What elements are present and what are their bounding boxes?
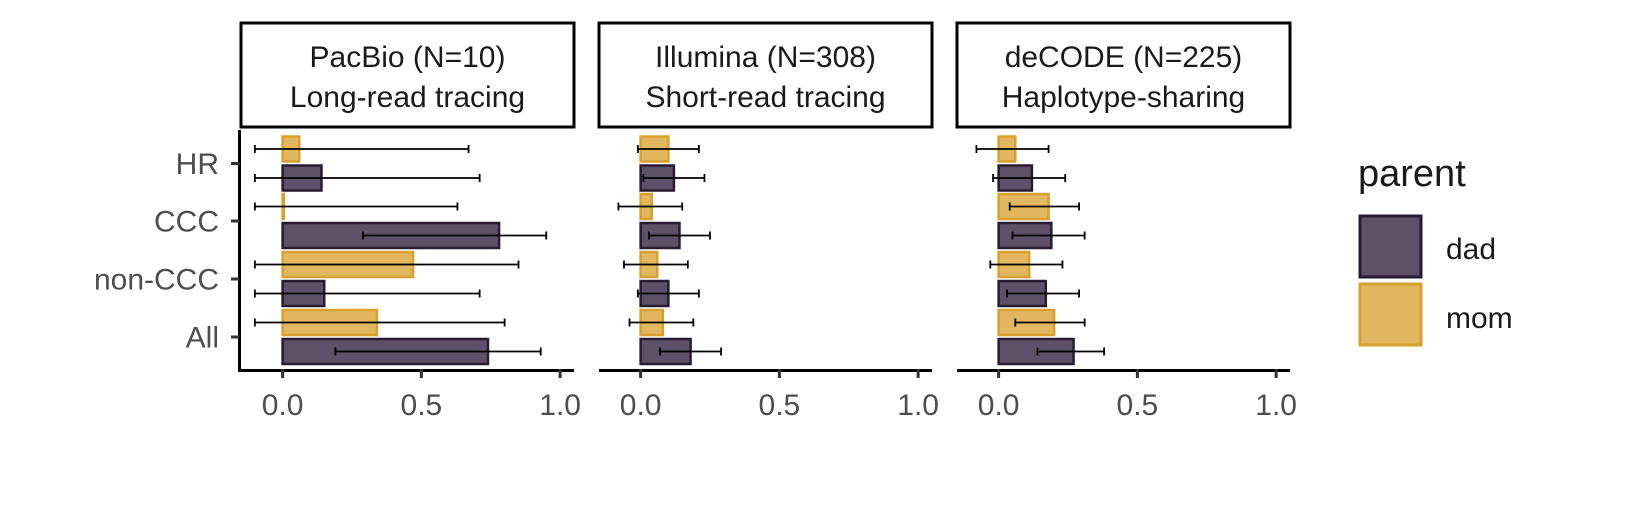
x-tick-label: 1.0 <box>539 389 581 422</box>
error-bar-mom-ccc <box>617 202 684 211</box>
error-bar-mom-hr <box>636 145 700 153</box>
x-tick-label: 0.0 <box>620 389 662 422</box>
error-bar-dad-ccc <box>362 231 548 240</box>
x-tick-label: 0.5 <box>759 389 801 422</box>
error-bar-dad-all <box>334 347 542 356</box>
error-bar-dad-all <box>1036 347 1105 356</box>
error-bar-dad-non-ccc <box>253 289 481 298</box>
x-tick-label: 0.5 <box>1117 389 1159 422</box>
x-tick-label: 0.0 <box>978 389 1020 422</box>
panel-title-line1: deCODE (N=225) <box>1005 41 1243 74</box>
panel-3: deCODE (N=225) Haplotype-sharing 0.0 0.5 1.0 <box>955 21 1297 422</box>
panel-strip <box>239 21 576 129</box>
y-tick-label: non-CCC <box>94 264 219 297</box>
x-tick-label: 0.0 <box>262 389 304 422</box>
error-bar-dad-all <box>659 347 722 356</box>
legend-label-dad: dad <box>1446 233 1496 266</box>
panel-title-line2: Long-read tracing <box>290 81 525 114</box>
y-tick-label: All <box>186 322 219 355</box>
error-bar-mom-non-ccc <box>989 260 1064 269</box>
legend: parent dad mom <box>1358 153 1513 347</box>
error-bar-mom-all <box>1014 318 1086 327</box>
legend-key-mom <box>1358 282 1423 347</box>
error-bar-mom-all <box>253 318 506 327</box>
error-bar-dad-ccc <box>1011 231 1086 240</box>
error-bar-dad-hr <box>253 174 481 182</box>
panel-1: PacBio (N=10) Long-read tracing 0.0 0.5 1.0 H… <box>94 21 581 422</box>
panel-strip <box>597 21 934 129</box>
error-bar-dad-non-ccc <box>636 289 700 298</box>
error-bar-mom-all <box>628 318 695 327</box>
x-tick-label: 1.0 <box>1255 389 1297 422</box>
panel-title-line2: Haplotype-sharing <box>1002 81 1245 114</box>
error-bar-mom-hr <box>975 145 1050 153</box>
y-tick-label: CCC <box>154 206 219 239</box>
error-bar-dad-hr <box>992 174 1067 182</box>
error-bar-mom-non-ccc <box>623 260 689 269</box>
x-tick-label: 0.5 <box>401 389 443 422</box>
panel-title-line2: Short-read tracing <box>645 81 885 114</box>
y-tick-label: HR <box>176 148 219 181</box>
legend-key-dad <box>1358 214 1423 279</box>
legend-label-mom: mom <box>1446 302 1513 335</box>
error-bar-dad-hr <box>642 174 706 182</box>
error-bar-mom-non-ccc <box>253 260 520 269</box>
error-bar-mom-ccc <box>253 202 459 211</box>
error-bar-mom-hr <box>253 145 470 153</box>
error-bar-mom-ccc <box>1008 202 1080 211</box>
panel-strip <box>955 21 1292 129</box>
panel-title-line1: PacBio (N=10) <box>310 41 506 74</box>
error-bar-dad-non-ccc <box>1006 289 1080 298</box>
legend-title: parent <box>1358 153 1466 195</box>
x-tick-label: 1.0 <box>897 389 939 422</box>
panel-2: Illumina (N=308) Short-read tracing 0.0 0.5… <box>597 21 939 422</box>
panel-title-line1: Illumina (N=308) <box>655 41 876 74</box>
error-bar-dad-ccc <box>648 231 711 240</box>
